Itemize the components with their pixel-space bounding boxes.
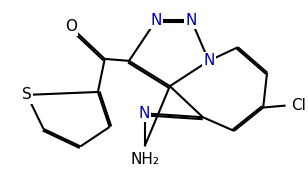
Text: N: N <box>203 53 214 68</box>
Text: N: N <box>185 13 197 27</box>
Text: N: N <box>151 13 162 27</box>
Text: O: O <box>65 19 77 34</box>
Text: NH₂: NH₂ <box>130 152 159 167</box>
Text: N: N <box>139 106 150 121</box>
Text: S: S <box>22 87 32 102</box>
Text: Cl: Cl <box>291 98 306 113</box>
